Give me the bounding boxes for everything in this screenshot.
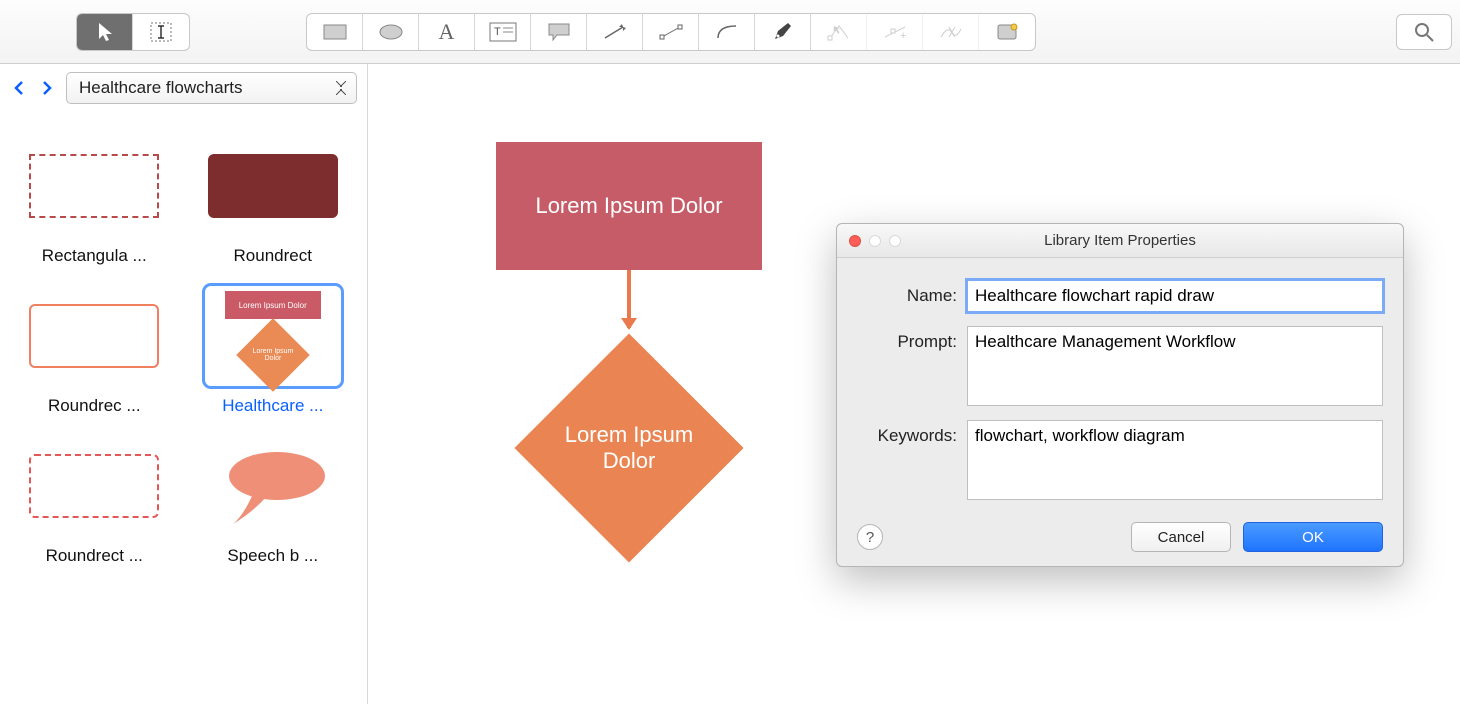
shape-item[interactable]: Speech b ... [199,436,348,566]
ok-button[interactable]: OK [1243,522,1383,552]
shape-label: Healthcare ... [222,396,323,416]
shape-palette: Rectangula ... Roundrect Roundrec ... Lo… [0,112,367,590]
break-point-icon [938,23,964,41]
keywords-field-row: Keywords: [857,420,1383,500]
ellipse-icon [378,23,404,41]
prompt-input[interactable] [967,326,1383,406]
shape-item[interactable]: Rectangula ... [20,136,169,266]
dialog-titlebar[interactable]: Library Item Properties [837,224,1403,258]
arc-icon [714,23,740,41]
pointer-tool[interactable] [77,14,133,50]
maximize-icon [889,235,901,247]
close-icon[interactable] [849,235,861,247]
arrow-icon [602,23,628,41]
window-controls [849,235,901,247]
add-point-tool[interactable]: + [867,14,923,50]
text-frame-icon: T [489,22,517,42]
chevron-right-icon [41,80,53,96]
flowchart-process-box[interactable]: Lorem Ipsum Dolor [496,142,762,270]
shape-label: Roundrec ... [48,396,141,416]
callout-icon [547,22,571,42]
edit-points-tool[interactable] [811,14,867,50]
name-input[interactable] [967,280,1383,312]
sidebar-header: Healthcare flowcharts [0,64,367,112]
selection-tools [76,13,190,51]
arc-tool[interactable] [699,14,755,50]
speech-bubble-icon [213,446,333,526]
shape-label: Roundrect [234,246,312,266]
pen-icon [772,22,794,42]
text-tool[interactable]: A [419,14,475,50]
ellipse-tool[interactable] [363,14,419,50]
name-field-row: Name: [857,280,1383,312]
dialog-title: Library Item Properties [837,232,1403,249]
break-point-tool[interactable] [923,14,979,50]
text-cursor-tool[interactable] [133,14,189,50]
prompt-field-row: Prompt: [857,326,1383,406]
search-button[interactable] [1396,14,1452,50]
process-text: Lorem Ipsum Dolor [535,193,722,219]
callout-tool[interactable] [531,14,587,50]
text-cursor-icon [150,22,172,42]
rectangle-icon [322,23,348,41]
flow-mini-icon: Lorem Ipsum Dolor Lorem Ipsum Dolor [213,291,333,381]
minimize-icon [869,235,881,247]
shape-item[interactable]: Roundrect ... [20,436,169,566]
shape-item-selected[interactable]: Lorem Ipsum Dolor Lorem Ipsum Dolor Heal… [199,286,348,416]
help-button[interactable]: ? [857,524,883,550]
keywords-label: Keywords: [857,420,957,446]
shape-label: Speech b ... [227,546,318,566]
decision-text: Lorem IpsumDolor [565,422,693,474]
library-item-properties-dialog: Library Item Properties Name: Prompt: Ke… [836,223,1404,567]
rectangle-tool[interactable] [307,14,363,50]
connector-tool[interactable] [643,14,699,50]
connector-icon [658,23,684,41]
search-icon [1413,21,1435,43]
shape-label: Roundrect ... [46,546,143,566]
edit-points-icon [827,22,851,42]
help-icon: ? [866,529,874,546]
flowchart-decision[interactable]: Lorem IpsumDolor [515,334,743,562]
pen-tool[interactable] [755,14,811,50]
shape-tools: A T + [306,13,1036,51]
chevron-left-icon [13,80,25,96]
nav-back[interactable] [10,79,28,97]
svg-text:+: + [900,30,906,41]
dashed-rect-icon [29,154,159,218]
shape-label: Rectangula ... [42,246,147,266]
object-icon [995,22,1019,42]
nav-forward[interactable] [38,79,56,97]
roundrect-dashed-icon [29,454,159,518]
svg-text:T: T [494,26,501,38]
pointer-icon [96,22,114,42]
add-point-icon: + [882,23,908,41]
object-tool[interactable] [979,14,1035,50]
cancel-button[interactable]: Cancel [1131,522,1231,552]
roundrect-fill-icon [208,154,338,218]
keywords-input[interactable] [967,420,1383,500]
library-sidebar: Healthcare flowcharts Rectangula ... Rou… [0,64,368,704]
toolbar: A T + [0,0,1460,64]
shape-item[interactable]: Roundrec ... [20,286,169,416]
library-name: Healthcare flowcharts [79,78,242,98]
flowchart-arrow[interactable] [627,270,631,328]
shape-item[interactable]: Roundrect [199,136,348,266]
prompt-label: Prompt: [857,326,957,352]
arrow-tool[interactable] [587,14,643,50]
library-selector[interactable]: Healthcare flowcharts [66,72,357,104]
name-label: Name: [857,280,957,306]
text-frame-tool[interactable]: T [475,14,531,50]
roundrect-outline-icon [29,304,159,368]
letter-a-icon: A [439,19,455,45]
